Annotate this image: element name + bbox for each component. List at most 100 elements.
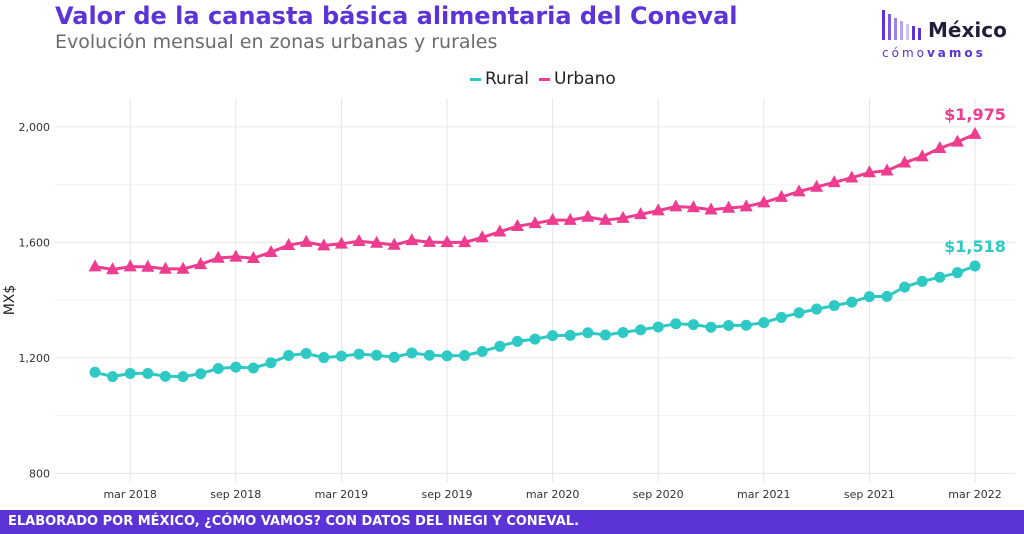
data-point-urbano xyxy=(686,200,700,213)
chart-subtitle: Evolución mensual en zonas urbanas y rur… xyxy=(55,31,498,53)
y-tick-label: 1,200 xyxy=(19,352,51,365)
data-point-rural xyxy=(635,324,647,336)
data-point-rural xyxy=(652,321,664,333)
data-point-rural xyxy=(459,350,471,362)
data-point-rural xyxy=(599,329,611,341)
data-point-rural xyxy=(758,317,770,329)
x-tick-label: sep 2020 xyxy=(633,488,684,501)
legend-label-rural: Rural xyxy=(485,69,529,89)
data-point-rural xyxy=(547,330,559,342)
data-point-rural xyxy=(846,296,858,308)
data-point-urbano xyxy=(370,235,384,248)
logo-vamos: vamos xyxy=(926,46,986,60)
data-point-rural xyxy=(177,371,189,383)
data-point-rural xyxy=(670,318,682,330)
data-point-urbano xyxy=(229,249,243,262)
legend-item-urbano: Urbano xyxy=(538,69,616,89)
data-point-rural xyxy=(740,319,752,331)
data-point-rural xyxy=(107,371,119,383)
data-point-urbano xyxy=(792,184,806,197)
data-point-rural xyxy=(564,329,576,341)
data-point-rural xyxy=(476,345,488,357)
data-point-rural xyxy=(142,367,154,379)
data-point-urbano xyxy=(739,199,753,212)
data-point-rural xyxy=(951,267,963,279)
data-point-urbano xyxy=(528,216,542,229)
y-tick-label: 2,000 xyxy=(19,121,51,134)
data-point-rural xyxy=(723,320,735,332)
data-point-rural xyxy=(335,350,347,362)
data-point-urbano xyxy=(405,233,419,246)
y-tick-label: 1,600 xyxy=(19,236,51,249)
data-point-urbano xyxy=(422,234,436,247)
data-point-urbano xyxy=(246,251,260,264)
data-point-urbano xyxy=(264,244,278,257)
data-point-urbano xyxy=(669,199,683,212)
data-point-rural xyxy=(159,370,171,382)
data-point-rural xyxy=(89,366,101,378)
data-point-urbano xyxy=(282,238,296,251)
data-point-rural xyxy=(811,303,823,315)
data-point-rural xyxy=(212,363,224,375)
data-point-urbano xyxy=(88,259,102,272)
data-point-rural xyxy=(934,271,946,283)
x-tick-label: mar 2021 xyxy=(737,488,790,501)
data-point-urbano xyxy=(968,126,982,139)
data-point-rural xyxy=(265,357,277,369)
legend-swatch-rural xyxy=(470,77,481,81)
legend-label-urbano: Urbano xyxy=(553,69,616,89)
data-point-urbano xyxy=(299,234,313,247)
data-point-rural xyxy=(406,347,418,359)
data-point-urbano xyxy=(387,237,401,250)
x-tick-label: sep 2019 xyxy=(422,488,473,501)
data-point-urbano xyxy=(722,200,736,213)
data-point-urbano xyxy=(933,141,947,154)
legend-item-rural: Rural xyxy=(470,69,529,89)
mexico-como-vamos-logo: México cómovamos xyxy=(880,6,1010,62)
data-point-urbano xyxy=(862,165,876,178)
data-point-urbano xyxy=(158,261,172,274)
chart-title: Valor de la canasta básica alimentaria d… xyxy=(55,2,738,30)
series-line-rural xyxy=(94,264,976,379)
data-point-urbano xyxy=(194,257,208,270)
data-point-rural xyxy=(863,291,875,303)
data-point-rural xyxy=(775,311,787,323)
data-point-rural xyxy=(916,275,928,287)
data-point-rural xyxy=(617,326,629,338)
data-point-urbano xyxy=(176,261,190,274)
data-point-urbano xyxy=(475,230,489,243)
data-point-rural xyxy=(511,335,523,347)
data-point-urbano xyxy=(211,250,225,263)
data-point-rural xyxy=(899,281,911,293)
logo-bars-icon xyxy=(882,10,921,40)
data-point-urbano xyxy=(950,134,964,147)
data-point-urbano xyxy=(898,155,912,168)
data-point-rural xyxy=(881,290,893,302)
data-point-rural xyxy=(318,352,330,364)
data-point-rural xyxy=(494,340,506,352)
data-point-rural xyxy=(371,349,383,361)
x-tick-label: mar 2018 xyxy=(103,488,156,501)
data-point-rural xyxy=(230,361,242,373)
chart-legend: Rural Urbano xyxy=(470,69,616,89)
data-point-urbano xyxy=(458,235,472,248)
data-point-urbano xyxy=(915,149,929,162)
data-point-urbano xyxy=(141,259,155,272)
line-chart: 800 1,200 1,600 2,000 mar 2018 sep 2018 mar 20… xyxy=(19,98,1015,501)
data-point-urbano xyxy=(510,218,524,231)
series-line-urbano xyxy=(94,132,976,271)
end-label-urbano: $1,975 xyxy=(944,105,1006,124)
data-point-urbano xyxy=(317,238,331,251)
logo-como: cómo xyxy=(882,46,927,60)
data-point-urbano xyxy=(123,259,137,272)
y-tick-label: 800 xyxy=(29,467,50,480)
data-point-urbano xyxy=(598,212,612,225)
data-point-urbano xyxy=(827,175,841,188)
end-label-rural: $1,518 xyxy=(944,237,1006,256)
legend-swatch-urbano xyxy=(538,77,550,81)
data-point-rural xyxy=(529,333,541,345)
data-point-rural xyxy=(793,307,805,319)
data-point-urbano xyxy=(546,212,560,225)
data-point-urbano xyxy=(334,236,348,249)
footer-credit: ELABORADO POR MÉXICO, ¿CÓMO VAMOS? CON D… xyxy=(0,510,1024,534)
